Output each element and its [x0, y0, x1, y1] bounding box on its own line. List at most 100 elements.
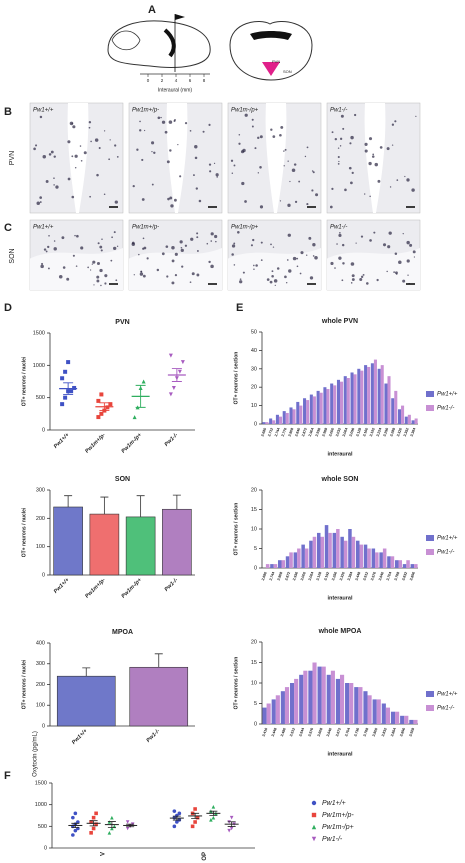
cell	[53, 184, 55, 186]
point	[71, 833, 75, 837]
bar	[309, 540, 313, 568]
cell	[206, 242, 209, 245]
point	[63, 369, 68, 374]
point	[175, 820, 179, 824]
y-tick-label: 10	[251, 403, 257, 409]
y-tick-label: 0	[42, 427, 45, 433]
cell	[337, 147, 340, 149]
cell	[195, 187, 199, 190]
bar	[376, 699, 381, 724]
x-tick-label: 3.128	[355, 427, 362, 437]
x-tick-label: 3.736	[353, 727, 360, 737]
legend-label: Pw1m+/p-	[322, 812, 354, 819]
bar	[289, 552, 293, 568]
bar	[299, 674, 304, 724]
cell	[252, 238, 255, 242]
error-bar	[191, 812, 200, 819]
cell	[90, 140, 92, 143]
y-tick-label: 1500	[35, 780, 47, 786]
region-label: SON	[9, 248, 16, 263]
y-tick-label: 100	[36, 703, 45, 709]
cell	[96, 261, 101, 265]
cell	[339, 145, 342, 147]
cell	[269, 280, 273, 284]
point	[72, 385, 77, 390]
cell	[393, 271, 395, 273]
y-axis-label: OT+ neurons / nuclei	[21, 659, 27, 709]
bar	[348, 529, 352, 568]
point	[311, 824, 317, 830]
cell	[210, 240, 213, 242]
x-tick-label: 3.256	[331, 571, 338, 581]
bar	[363, 691, 368, 724]
x-tick-label: 3.320	[339, 571, 346, 581]
cell	[98, 147, 101, 150]
legend-swatch	[426, 549, 434, 555]
x-tick-label: 3.768	[363, 727, 370, 737]
bar	[375, 552, 379, 568]
chart-title: whole PVN	[321, 318, 358, 325]
legend-swatch	[426, 391, 434, 397]
cell	[184, 122, 188, 125]
genotype-label: Pw1-/-	[330, 225, 347, 231]
point	[110, 815, 114, 820]
cell	[138, 253, 140, 256]
x-tick-label: 3.576	[307, 727, 314, 737]
point	[177, 369, 182, 374]
cell	[166, 160, 170, 164]
cell	[45, 180, 49, 183]
genotype-label: Pw1m-/p+	[231, 108, 259, 114]
cell	[386, 147, 390, 151]
bar	[367, 695, 372, 724]
bar	[281, 560, 286, 568]
chart-title: PVN	[115, 319, 129, 326]
cell	[41, 262, 44, 265]
x-tick-label: 3.576	[370, 571, 377, 581]
cell	[259, 166, 262, 169]
y-tick-label: 15	[251, 507, 257, 513]
cell	[181, 265, 184, 268]
bar	[323, 387, 327, 424]
point	[63, 395, 68, 400]
cell	[368, 161, 372, 166]
cell	[241, 181, 245, 186]
bar	[340, 674, 345, 724]
bar	[330, 670, 335, 724]
cell	[259, 205, 264, 209]
cell	[50, 150, 54, 154]
cell	[283, 165, 285, 167]
cell	[39, 196, 42, 199]
bar	[406, 560, 410, 568]
genotype-label: Pw1m-/p+	[231, 225, 259, 231]
x-tick-label: 2.808	[276, 571, 283, 581]
y-tick-label: 0	[254, 721, 257, 727]
bar	[380, 365, 384, 424]
cell	[331, 187, 334, 191]
cell	[382, 243, 387, 247]
legend-swatch	[426, 405, 434, 411]
axis-label: Interaural (mm)	[158, 87, 193, 93]
cell	[36, 201, 41, 206]
cell	[94, 138, 99, 142]
bar	[304, 548, 309, 568]
bar	[391, 398, 395, 424]
bar	[272, 420, 276, 424]
bar	[360, 370, 364, 424]
bar	[410, 564, 415, 568]
cell	[413, 256, 416, 258]
bar	[346, 378, 350, 424]
bar	[372, 699, 377, 724]
cell	[108, 158, 111, 161]
cell	[274, 284, 276, 286]
legend-swatch	[426, 691, 434, 697]
x-tick-label: 3.896	[409, 571, 416, 581]
cell	[43, 248, 47, 251]
cell	[196, 232, 199, 235]
cell	[336, 243, 338, 245]
cell	[273, 279, 278, 283]
cell	[341, 279, 344, 282]
genotype-label: Pw1m+/p-	[132, 225, 159, 231]
point	[96, 398, 101, 403]
point	[94, 811, 98, 816]
cell	[253, 268, 255, 271]
